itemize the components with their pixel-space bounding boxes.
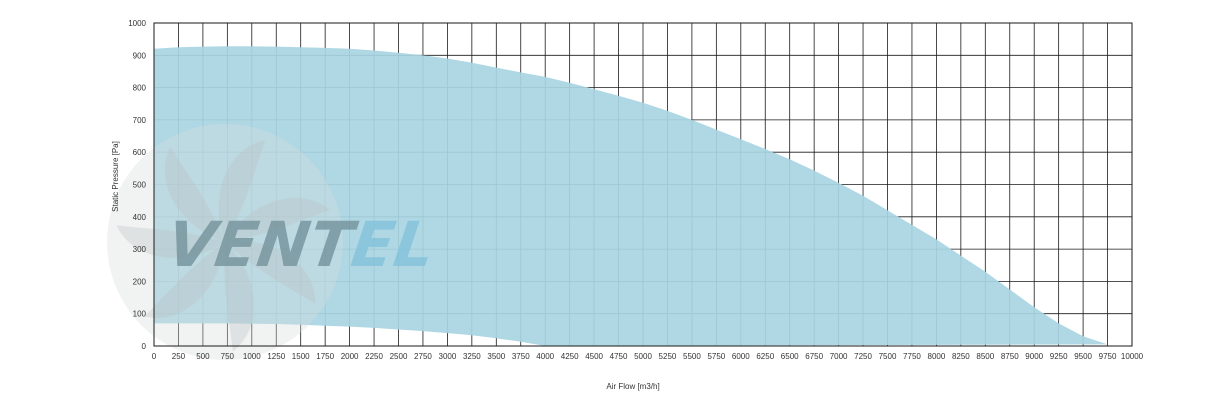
fan-blade — [144, 241, 226, 318]
logo-text-light: EL — [347, 208, 439, 281]
x-tick-label: 9000 — [1025, 352, 1043, 361]
x-tick-label: 8250 — [952, 352, 970, 361]
x-tick-label: 5250 — [659, 352, 677, 361]
x-tick-label: 3500 — [487, 352, 505, 361]
y-tick-label: 1000 — [128, 19, 146, 28]
y-tick-label: 600 — [133, 148, 147, 157]
x-tick-label: 4000 — [536, 352, 554, 361]
x-tick-label: 500 — [196, 352, 210, 361]
x-tick-label: 4750 — [610, 352, 628, 361]
ventel-logo-text: VENTEL — [163, 208, 440, 281]
operating-area — [154, 46, 1108, 347]
x-tick-label: 5500 — [683, 352, 701, 361]
logo-text-dark: VENT — [163, 208, 362, 281]
x-tick-label: 1250 — [267, 352, 285, 361]
x-axis-title: Air Flow [m3/h] — [606, 382, 659, 391]
x-tick-label: 3750 — [512, 352, 530, 361]
x-tick-label: 4500 — [585, 352, 603, 361]
x-tick-label: 7250 — [854, 352, 872, 361]
y-tick-label: 200 — [133, 277, 147, 286]
fan-logo-circle — [107, 124, 343, 360]
fan-blade — [116, 225, 225, 258]
x-tick-label: 3250 — [463, 352, 481, 361]
x-tick-label: 1000 — [243, 352, 261, 361]
x-tick-label: 9750 — [1099, 352, 1117, 361]
x-tick-label: 0 — [152, 352, 157, 361]
x-tick-label: 250 — [172, 352, 186, 361]
fan-blade — [218, 139, 266, 242]
y-tick-label: 500 — [133, 181, 147, 190]
x-tick-label: 6000 — [732, 352, 750, 361]
y-axis-title: Static Pressure [Pa] — [111, 141, 120, 212]
x-tick-label: 7500 — [879, 352, 897, 361]
x-tick-label: 4250 — [561, 352, 579, 361]
x-tick-label: 1500 — [292, 352, 310, 361]
plot-frame — [153, 22, 1133, 347]
y-tick-label: 900 — [133, 51, 147, 60]
x-tick-label: 10000 — [1121, 352, 1144, 361]
fan-blade — [164, 146, 225, 242]
y-tick-label: 700 — [133, 116, 147, 125]
x-tick-label: 9500 — [1074, 352, 1092, 361]
x-tick-label: 6250 — [756, 352, 774, 361]
x-axis-tick-labels: 0 250 500 750 1000 1250 1500 1750 2000 2250 2500 27… — [152, 352, 1144, 361]
x-tick-label: 8000 — [928, 352, 946, 361]
y-axis-tick-labels: 0 100 200 300 400 500 600 700 800 900 1000 — [128, 19, 146, 351]
x-tick-label: 7000 — [830, 352, 848, 361]
fan-blade — [224, 242, 254, 352]
y-tick-label: 0 — [142, 342, 147, 351]
fan-blade — [225, 241, 316, 305]
x-tick-label: 2250 — [365, 352, 383, 361]
x-tick-label: 6500 — [781, 352, 799, 361]
x-tick-label: 6750 — [805, 352, 823, 361]
x-tick-label: 9250 — [1050, 352, 1068, 361]
x-tick-label: 7750 — [903, 352, 921, 361]
x-tick-label: 8500 — [976, 352, 994, 361]
fan-blade — [225, 197, 330, 242]
x-tick-label: 2750 — [414, 352, 432, 361]
x-tick-label: 8750 — [1001, 352, 1019, 361]
y-tick-label: 400 — [133, 213, 147, 222]
x-tick-label: 1750 — [316, 352, 334, 361]
x-tick-label: 5000 — [634, 352, 652, 361]
y-tick-label: 100 — [133, 310, 147, 319]
fan-blade-shapes — [116, 139, 330, 352]
x-tick-label: 750 — [221, 352, 235, 361]
x-tick-label: 3000 — [439, 352, 457, 361]
x-tick-label: 2000 — [341, 352, 359, 361]
x-tick-label: 2500 — [390, 352, 408, 361]
y-tick-label: 300 — [133, 245, 147, 254]
ventel-logo-watermark: VENTEL — [107, 124, 439, 360]
y-tick-label: 800 — [133, 84, 147, 93]
x-tick-label: 5750 — [707, 352, 725, 361]
